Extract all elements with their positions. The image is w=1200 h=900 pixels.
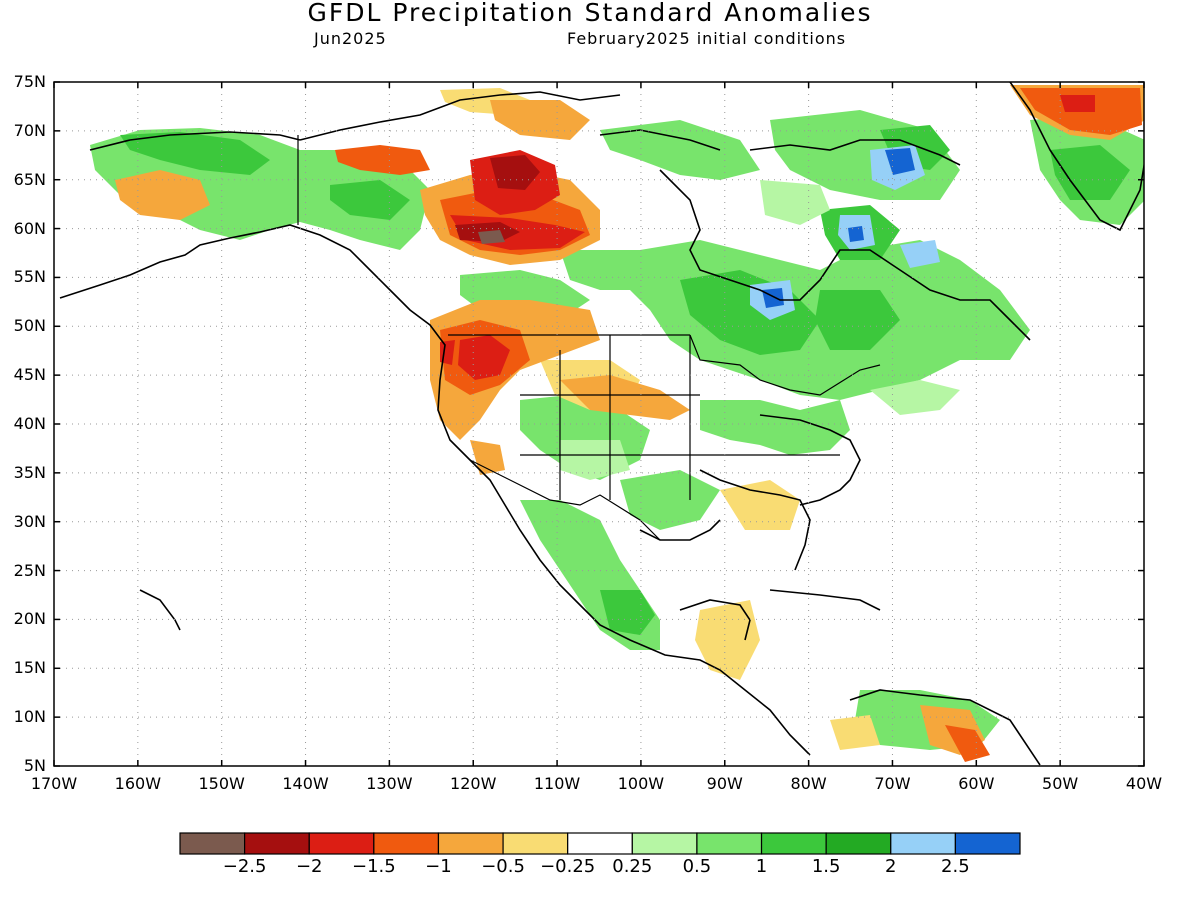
colorbar [179, 832, 1021, 855]
lon-label: 170W [30, 774, 78, 793]
grid-lines [54, 82, 1144, 766]
lon-label: 60W [958, 774, 995, 793]
colorbar-swatch [567, 832, 633, 855]
lon-label: 100W [617, 774, 665, 793]
colorbar-swatch [631, 832, 698, 855]
colorbar-swatch [760, 832, 827, 855]
colorbar-swatch [437, 832, 504, 855]
lon-label: 160W [114, 774, 162, 793]
colorbar-swatch [373, 832, 440, 855]
initial-conditions: February2025 initial conditions [567, 29, 847, 48]
lat-label: 75N [13, 72, 46, 91]
colorbar-swatch [890, 832, 956, 855]
colorbar-label: −1.5 [351, 856, 396, 877]
lat-label: 40N [13, 414, 46, 433]
dry-max-regions [478, 230, 505, 244]
colorbar-label: −1 [425, 856, 452, 877]
lon-label: 150W [198, 774, 245, 793]
lat-label: 45N [13, 365, 46, 385]
coastlines [59, 82, 1144, 766]
colorbar-swatch [244, 832, 310, 855]
axis-ticks [53, 81, 1145, 767]
lat-label: 70N [13, 120, 46, 140]
lat-label: 65N [13, 169, 46, 189]
colorbar-swatch [696, 832, 763, 855]
colorbar-label: 2.5 [941, 856, 970, 877]
anomaly-field [59, 82, 1144, 766]
wet-anomaly-regions [90, 110, 1144, 750]
colorbar-label: 0.5 [682, 856, 712, 877]
lat-label: 5N [23, 756, 46, 775]
colorbar-label: 0.25 [612, 856, 653, 877]
colorbar-label: −0.25 [540, 856, 596, 877]
lon-label: 40W [1125, 774, 1163, 793]
forecast-month: Jun2025 [314, 29, 387, 48]
map-title: GFDL Precipitation Standard Anomalies [307, 0, 873, 27]
lon-label: 90W [706, 774, 743, 793]
colorbar-label: −0.5 [481, 856, 525, 877]
lon-label: 130W [366, 774, 413, 793]
colorbar-label: −2.5 [222, 856, 267, 877]
colorbar-swatch [308, 832, 375, 855]
colorbar-label: 1 [755, 856, 768, 877]
lon-label: 80W [790, 774, 827, 793]
colorbar-swatch [825, 832, 892, 855]
lat-label: 25N [13, 560, 46, 580]
lat-label: 55N [13, 267, 46, 287]
lat-label: 10N [13, 707, 46, 727]
colorbar-label: 2 [885, 856, 897, 877]
lat-label: 60N [13, 218, 46, 238]
colorbar-swatch [179, 832, 246, 855]
colorbar-swatch [502, 832, 569, 855]
lon-label: 70W [874, 774, 911, 793]
lat-label: 20N [13, 609, 46, 629]
colorbar-label: −2 [295, 856, 323, 877]
lon-label: 140W [282, 774, 329, 793]
lat-label: 35N [13, 462, 46, 482]
colorbar-swatch [954, 832, 1021, 855]
lat-label: 30N [13, 511, 46, 531]
lat-label: 50N [13, 316, 46, 336]
lat-label: 15N [13, 658, 46, 678]
lon-label: 50W [1042, 774, 1079, 793]
lon-label: 110W [533, 774, 581, 793]
colorbar-label: 1.5 [811, 856, 841, 877]
lon-label: 120W [450, 774, 497, 793]
